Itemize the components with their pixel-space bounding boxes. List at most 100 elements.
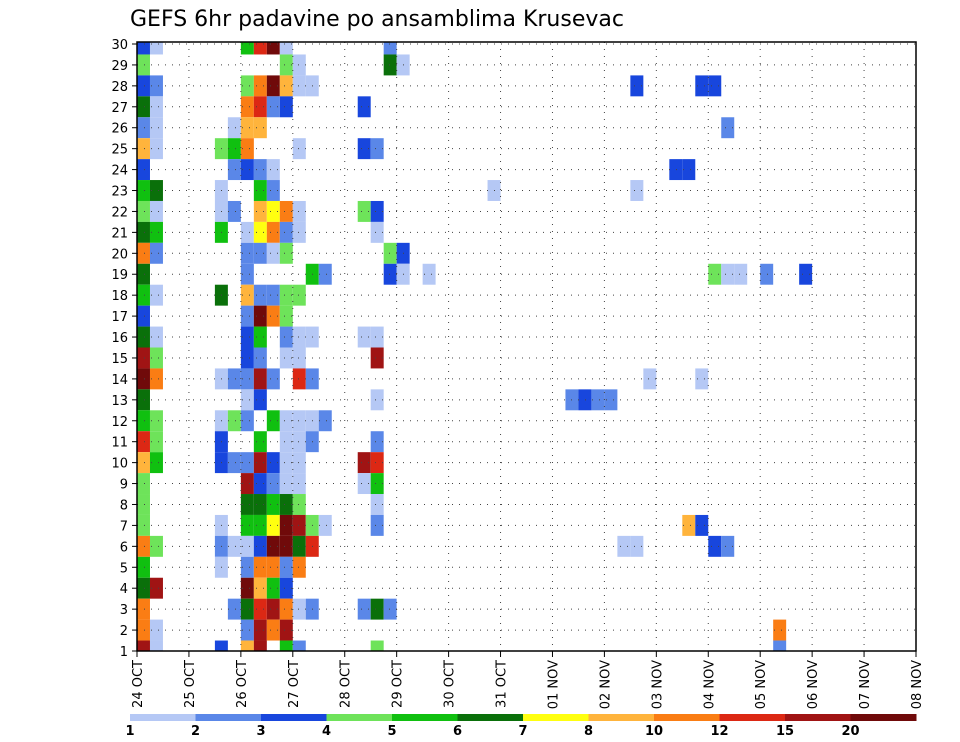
heatmap-cell: [578, 389, 592, 411]
y-tick-label: 13: [111, 394, 128, 409]
heatmap-cell: [773, 640, 787, 651]
heatmap-cell: [318, 263, 332, 285]
heatmap-cell: [227, 117, 241, 139]
heatmap-cell: [370, 138, 384, 160]
heatmap-cell: [253, 619, 267, 641]
heatmap-cell: [137, 242, 150, 264]
heatmap-cell: [137, 305, 150, 327]
heatmap-cell: [137, 494, 150, 515]
heatmap-cell: [240, 117, 254, 139]
heatmap-cell: [253, 368, 267, 390]
heatmap-cell: [149, 42, 163, 55]
heatmap-cell: [227, 452, 241, 474]
heatmap-cell: [253, 640, 267, 651]
heatmap-cell: [137, 159, 150, 181]
heatmap-cell: [279, 96, 293, 118]
heatmap-cell: [279, 598, 293, 620]
heatmap-cell: [137, 54, 150, 76]
heatmap-cell: [279, 640, 293, 651]
y-tick-label: 12: [111, 415, 128, 430]
heatmap-cell: [370, 640, 384, 651]
heatmap-cell: [370, 431, 384, 453]
colorbar-label: 12: [710, 724, 728, 739]
heatmap-cell: [279, 452, 293, 474]
heatmap-cell: [695, 75, 709, 97]
heatmap-cell: [253, 75, 267, 97]
heatmap-cell: [292, 514, 306, 536]
heatmap-cell: [253, 326, 267, 348]
colorbar-label: 4: [322, 724, 331, 739]
heatmap-cell: [137, 347, 150, 369]
heatmap-cell: [292, 535, 306, 557]
heatmap-cell: [682, 514, 696, 536]
heatmap-cell: [137, 389, 150, 411]
heatmap-cell: [279, 514, 293, 536]
colorbar-label: 15: [776, 724, 794, 739]
heatmap-cell: [734, 263, 748, 285]
heatmap-cell: [149, 326, 163, 348]
colorbar-segment: [588, 714, 655, 721]
heatmap-cell: [149, 75, 163, 97]
y-tick-label: 20: [111, 247, 128, 262]
heatmap-cell: [240, 389, 254, 411]
heatmap-cell: [292, 347, 306, 369]
heatmap-cell: [149, 619, 163, 641]
y-tick-label: 11: [111, 436, 128, 451]
heatmap-cell: [357, 138, 371, 160]
y-tick-label: 18: [111, 289, 128, 304]
heatmap-cell: [253, 180, 267, 201]
heatmap-cell: [214, 640, 228, 651]
heatmap-cell: [137, 514, 150, 536]
heatmap-cell: [227, 598, 241, 620]
heatmap-cell: [240, 473, 254, 495]
heatmap-cell: [292, 368, 306, 390]
y-tick-label: 25: [111, 143, 128, 158]
heatmap-cell: [253, 242, 267, 264]
heatmap-cell: [266, 159, 280, 181]
heatmap-cell: [266, 180, 280, 201]
y-tick-label: 8: [120, 498, 128, 513]
heatmap-cell: [137, 200, 150, 222]
heatmap-cell: [292, 200, 306, 222]
x-tick-label: 29 OCT: [391, 660, 406, 708]
heatmap-cell: [137, 556, 150, 578]
y-tick-label: 22: [111, 205, 128, 220]
heatmap-cell: [137, 452, 150, 474]
colorbar-label: 20: [841, 724, 859, 739]
y-tick-label: 15: [111, 352, 128, 367]
colorbar-segment: [326, 714, 393, 721]
heatmap-cell: [357, 326, 371, 348]
heatmap-cell: [630, 180, 644, 201]
heatmap-cell: [137, 96, 150, 118]
heatmap-cell: [266, 200, 280, 222]
heatmap-cell: [370, 452, 384, 474]
heatmap-cell: [279, 535, 293, 557]
heatmap-cell: [266, 598, 280, 620]
heatmap-cell: [240, 598, 254, 620]
heatmap-cell: [240, 96, 254, 118]
heatmap-cell: [292, 326, 306, 348]
heatmap-cell: [279, 347, 293, 369]
colorbar-segment: [130, 714, 196, 721]
heatmap-cell: [253, 535, 267, 557]
y-tick-label: 2: [120, 624, 128, 639]
heatmap-cell: [137, 284, 150, 306]
heatmap-cell: [695, 368, 709, 390]
heatmap-cell: [370, 347, 384, 369]
heatmap-cell: [240, 138, 254, 160]
heatmap-cell: [721, 263, 735, 285]
heatmap-cell: [149, 577, 163, 599]
heatmap-cell: [137, 410, 150, 432]
heatmap-cell: [149, 96, 163, 118]
heatmap-cell: [279, 473, 293, 495]
heatmap-cell: [721, 117, 735, 139]
colorbar-label: 5: [387, 724, 396, 739]
heatmap-cell: [669, 159, 683, 181]
heatmap-cell: [253, 284, 267, 306]
x-tick-label: 28 OCT: [339, 660, 354, 708]
heatmap-cell: [292, 221, 306, 243]
colorbar-label: 6: [453, 724, 462, 739]
heatmap-cell: [357, 598, 371, 620]
heatmap-cell: [266, 494, 280, 515]
